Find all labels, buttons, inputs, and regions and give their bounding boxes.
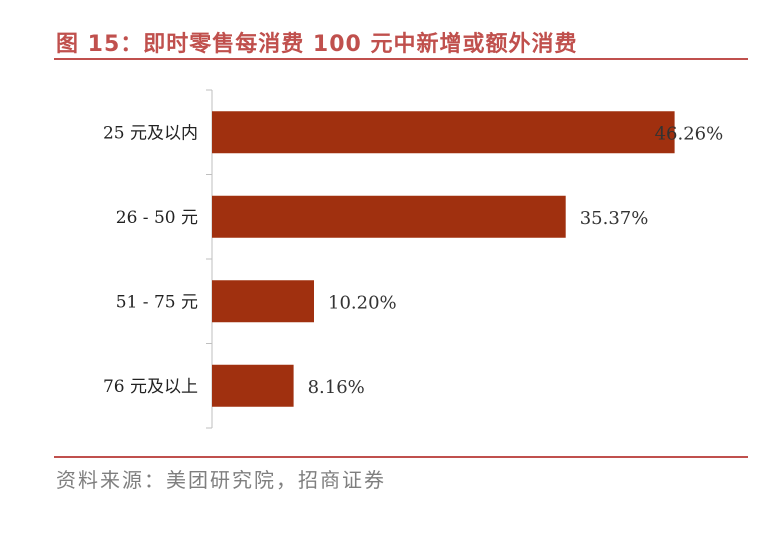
bar [212, 111, 675, 154]
chart-title: 图 15：即时零售每消费 100 元中新增或额外消费 [56, 32, 578, 57]
value-label: 10.20% [328, 292, 397, 313]
source-note: 资料来源：美团研究院，招商证券 [56, 468, 386, 492]
value-label: 46.26% [655, 123, 724, 144]
value-label: 35.37% [580, 208, 649, 229]
category-label: 25 元及以内 [103, 123, 198, 143]
bar [212, 364, 294, 407]
source-divider [54, 456, 748, 458]
bar [212, 280, 314, 323]
category-label: 51 - 75 元 [116, 292, 198, 312]
title-divider [54, 58, 748, 60]
category-label: 76 元及以上 [103, 377, 198, 397]
value-label: 8.16% [308, 377, 365, 398]
bar [212, 195, 566, 238]
category-label: 26 - 50 元 [116, 208, 198, 228]
